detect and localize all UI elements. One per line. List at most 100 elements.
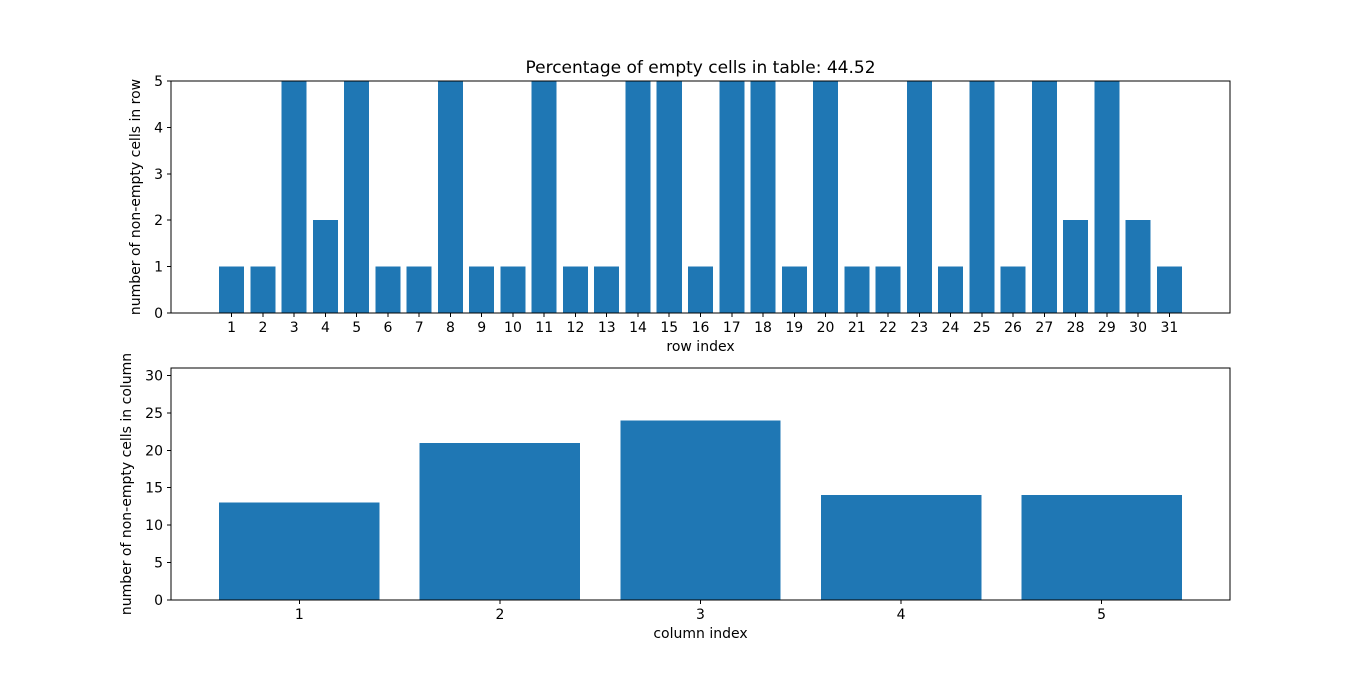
y-tick-label: 0	[154, 306, 163, 322]
column-chart-xaxis-label: column index	[653, 626, 747, 642]
x-tick-label: 23	[910, 320, 928, 336]
bar	[688, 266, 714, 313]
x-tick-label: 20	[817, 320, 835, 336]
x-tick-label: 3	[696, 607, 705, 623]
bar	[1063, 220, 1089, 313]
bar	[1000, 266, 1026, 313]
bar	[531, 81, 557, 313]
x-tick-label: 9	[477, 320, 486, 336]
y-tick-label: 15	[145, 481, 163, 497]
bar	[844, 266, 870, 313]
bar	[1031, 81, 1057, 313]
x-tick-label: 8	[446, 320, 455, 336]
bar	[1094, 81, 1120, 313]
x-tick-label: 17	[723, 320, 741, 336]
y-tick-label: 2	[154, 213, 163, 229]
y-tick-label: 10	[145, 518, 163, 534]
x-tick-label: 11	[535, 320, 553, 336]
column-chart-y-ticks: 0 5 10 15 20 25 30	[145, 368, 171, 609]
bar	[312, 220, 338, 313]
bar	[437, 81, 463, 313]
bar	[1156, 266, 1182, 313]
x-tick-label: 5	[1097, 607, 1106, 623]
x-tick-label: 5	[352, 320, 361, 336]
x-tick-label: 12	[567, 320, 585, 336]
x-tick-label: 4	[897, 607, 906, 623]
x-tick-label: 15	[660, 320, 678, 336]
x-tick-label: 21	[848, 320, 866, 336]
x-tick-label: 22	[879, 320, 897, 336]
y-tick-label: 20	[145, 443, 163, 459]
column-chart-bars	[219, 420, 1182, 600]
bar	[562, 266, 588, 313]
x-tick-label: 30	[1129, 320, 1147, 336]
bar	[594, 266, 620, 313]
row-chart-y-ticks: 0 1 2 3 4 5	[154, 74, 171, 322]
bar	[344, 81, 370, 313]
row-chart-x-ticks: 1 2 3 4 5 6 7 8 9 10 11 12 13 14 15 16 17 18 19 20 21 22 23 24 2…	[227, 313, 1178, 336]
bar	[875, 266, 901, 313]
x-tick-label: 2	[495, 607, 504, 623]
row-chart-axes: 1 2 3 4 5 6 7 8 9 10 11 12 13 14 15 16 17 18 19 20 21 22 23 24 2…	[128, 58, 1231, 355]
figure-title: Percentage of empty cells in table: 44.5…	[525, 58, 875, 78]
bar	[625, 81, 651, 313]
bar	[419, 442, 581, 600]
y-tick-label: 4	[154, 120, 163, 136]
x-tick-label: 31	[1160, 320, 1178, 336]
x-tick-label: 13	[598, 320, 616, 336]
x-tick-label: 28	[1067, 320, 1085, 336]
x-tick-label: 18	[754, 320, 772, 336]
x-tick-label: 6	[383, 320, 392, 336]
row-chart-yaxis-label: number of non-empty cells in row	[128, 79, 144, 315]
bar	[500, 266, 526, 313]
bar	[219, 266, 245, 313]
row-chart-xaxis-label: row index	[666, 339, 734, 355]
bar	[620, 420, 781, 600]
y-tick-label: 5	[154, 556, 163, 572]
bar	[969, 81, 995, 313]
column-chart-axes: 1 2 3 4 5 0 5 10 15 20 25 30 column index number o…	[119, 353, 1231, 642]
x-tick-label: 19	[785, 320, 803, 336]
y-tick-label: 3	[154, 167, 163, 183]
bar	[719, 81, 745, 313]
x-tick-label: 7	[415, 320, 424, 336]
x-tick-label: 24	[942, 320, 960, 336]
x-tick-label: 3	[290, 320, 299, 336]
bar	[781, 266, 807, 313]
bar	[813, 81, 839, 313]
x-tick-label: 2	[258, 320, 267, 336]
row-chart-bars	[219, 81, 1182, 313]
y-tick-label: 5	[154, 74, 163, 90]
x-tick-label: 27	[1035, 320, 1053, 336]
bar	[656, 81, 682, 313]
bar	[375, 266, 401, 313]
bar	[250, 266, 276, 313]
x-tick-label: 26	[1004, 320, 1022, 336]
bar	[406, 266, 432, 313]
bar	[281, 81, 307, 313]
bar	[750, 81, 776, 313]
x-tick-label: 14	[629, 320, 647, 336]
column-chart-yaxis-label: number of non-empty cells in column	[119, 353, 135, 615]
y-tick-label: 1	[154, 260, 163, 276]
bar	[1021, 495, 1182, 600]
x-tick-label: 25	[973, 320, 991, 336]
y-tick-label: 30	[145, 368, 163, 384]
bar	[938, 266, 964, 313]
x-tick-label: 10	[504, 320, 522, 336]
x-tick-label: 1	[227, 320, 236, 336]
bar	[469, 266, 495, 313]
bar	[906, 81, 932, 313]
x-tick-label: 1	[295, 607, 304, 623]
bar	[820, 495, 982, 600]
x-tick-label: 4	[321, 320, 330, 336]
column-chart-x-ticks: 1 2 3 4 5	[295, 600, 1106, 623]
y-tick-label: 0	[154, 593, 163, 609]
bar	[1125, 220, 1151, 313]
bar	[219, 502, 380, 600]
y-tick-label: 25	[145, 406, 163, 422]
x-tick-label: 16	[692, 320, 710, 336]
x-tick-label: 29	[1098, 320, 1116, 336]
